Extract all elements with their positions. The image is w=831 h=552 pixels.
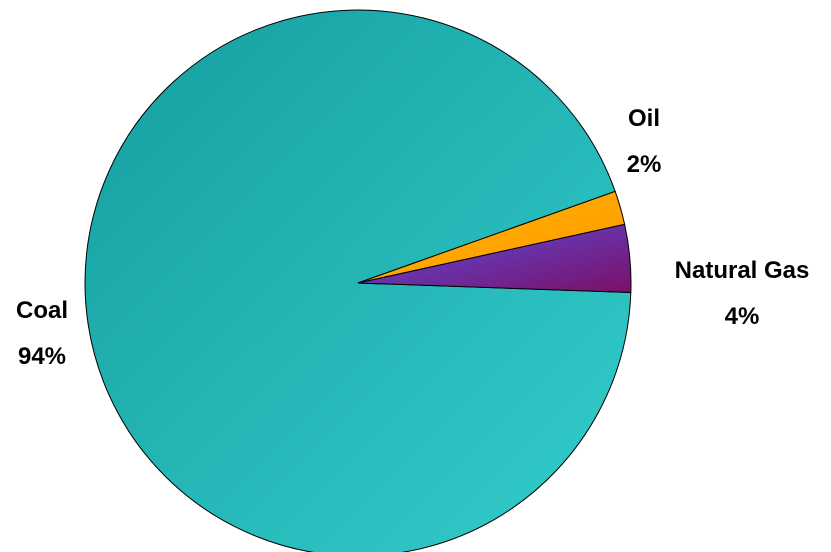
pie-slices (84, 9, 632, 552)
coal-label: Coal (16, 297, 68, 324)
coal-percent-label: 94% (18, 343, 66, 370)
oil-label: Oil (628, 105, 660, 132)
natural-gas-percent-label: 4% (725, 303, 760, 330)
natural-gas-slice (357, 223, 632, 294)
coal-slice (84, 9, 632, 552)
natural-gas-label: Natural Gas (675, 257, 810, 284)
oil-percent-label: 2% (627, 151, 662, 178)
